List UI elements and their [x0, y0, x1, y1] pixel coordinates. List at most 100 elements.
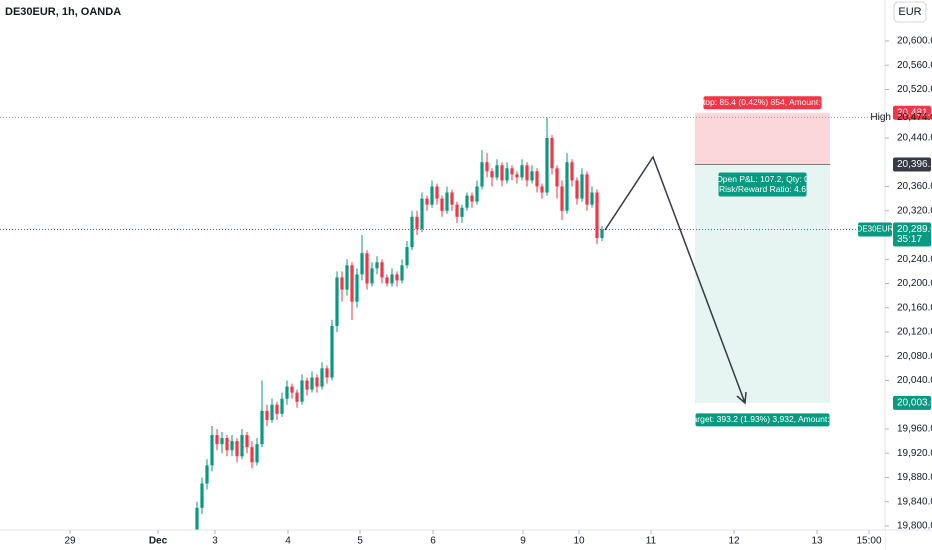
y-tick-label: 19,960.0 [897, 424, 932, 435]
x-tick-label: 3 [212, 536, 218, 547]
candle-body [515, 174, 519, 178]
candle-body [385, 277, 389, 284]
y-tick-label: 20,320.0 [897, 205, 932, 216]
candle-body [375, 262, 379, 269]
y-tick-label: 20,160.0 [897, 302, 932, 313]
candle-body [230, 441, 234, 451]
high-name: High [870, 112, 891, 123]
candle-body [320, 368, 324, 387]
candle-body [520, 165, 524, 178]
pnl-label: Open P&L: 107.2, Qty: 0 [716, 174, 809, 184]
target-zone [695, 164, 830, 403]
price-label-box [893, 157, 931, 172]
y-tick-label: 20,200.0 [897, 278, 932, 289]
currency-button[interactable] [893, 1, 927, 23]
candle-body [425, 198, 429, 205]
candle-body [480, 162, 484, 187]
candle-body [530, 171, 534, 181]
y-tick-label: 20,360.0 [897, 181, 932, 192]
y-tick-label: 19,840.0 [897, 496, 932, 507]
currency-label[interactable]: EUR [898, 6, 921, 18]
candle-body [235, 441, 239, 457]
x-tick-label: 12 [728, 536, 740, 547]
last-symbol: DE30EUR [857, 225, 894, 234]
x-tick-label: 11 [646, 536, 657, 547]
y-tick-label: 19,800.0 [897, 521, 932, 532]
countdown: 35:17 [897, 234, 922, 245]
candle-body [470, 195, 474, 202]
pnl-label-box [718, 172, 807, 197]
candle-body [280, 398, 284, 414]
plot: Stop: 85.4 (0.42%) 854, Amount: 0 Open P&… [0, 96, 885, 536]
candle-body [350, 265, 354, 302]
candle-body [195, 507, 199, 533]
candle-body [200, 483, 204, 508]
candle-body [330, 325, 334, 378]
x-tick-label: 13 [811, 536, 823, 547]
candle-body [460, 207, 464, 217]
candle-body [550, 137, 554, 169]
price-label: 20,396.2 [897, 159, 932, 170]
x-tick-label: 9 [520, 536, 526, 547]
candle-body [490, 171, 494, 178]
candle-body [565, 162, 569, 211]
candle-body [590, 192, 594, 205]
candle-body [600, 229, 604, 239]
candle-body [585, 174, 589, 205]
candle-body [390, 274, 394, 284]
stop-label-box [703, 96, 822, 110]
candle-body [360, 253, 364, 275]
candle-body [285, 386, 289, 399]
candle-body [340, 277, 344, 290]
y-tick-label: 19,880.0 [897, 472, 932, 483]
candle-body [210, 435, 214, 466]
candle-body [495, 165, 499, 178]
candle-body [395, 274, 399, 281]
candle-body [440, 198, 444, 211]
candle-body [245, 435, 249, 448]
candle-body [295, 392, 299, 402]
axes: 20,600.0 20,560.0 20,520.0 20,440.0 20,360.0… [64, 36, 932, 547]
stop-label: Stop: 85.4 (0.42%) 854, Amount: 0 [697, 97, 828, 107]
candle-body [570, 162, 574, 181]
candle-body [420, 198, 424, 229]
candle-body [290, 386, 294, 393]
y-tick-label: 20,040.0 [897, 375, 932, 386]
stop-zone [695, 112, 830, 165]
candle-body [310, 377, 314, 390]
candle-body [435, 186, 439, 199]
candle-body [205, 465, 209, 484]
y-tick-label: 19,920.0 [897, 448, 932, 459]
candle-body [220, 438, 224, 445]
candle-body [575, 180, 579, 199]
high-label: 20,474.0 [897, 112, 932, 123]
target-label-box [695, 413, 830, 427]
x-tick-label: 10 [573, 536, 585, 547]
y-tick-label: 20,240.0 [897, 254, 932, 265]
candle-body [335, 277, 339, 326]
y-tick-label: 20,120.0 [897, 327, 932, 338]
candle-body [400, 265, 404, 281]
candle-body [455, 204, 459, 217]
arrow-head [736, 391, 747, 405]
candle-body [430, 186, 434, 205]
x-tick-label: 4 [285, 536, 291, 547]
candle-body [260, 410, 264, 445]
last-price-box [893, 222, 931, 247]
candle-body [250, 447, 254, 463]
price-label: 20,481.6 [897, 107, 932, 118]
candle-body [370, 268, 374, 284]
candle-body [215, 435, 219, 445]
candle-body [225, 438, 229, 451]
candle-body [265, 410, 269, 420]
candle-body [465, 195, 469, 208]
candle-body [450, 192, 454, 205]
x-tick-label: 15:00 [856, 536, 881, 547]
candle-body [315, 377, 319, 387]
candle-body [505, 168, 509, 181]
candle-body [500, 165, 504, 181]
time-axis [0, 530, 885, 550]
candle-body [300, 380, 304, 402]
candle-body [405, 247, 409, 266]
